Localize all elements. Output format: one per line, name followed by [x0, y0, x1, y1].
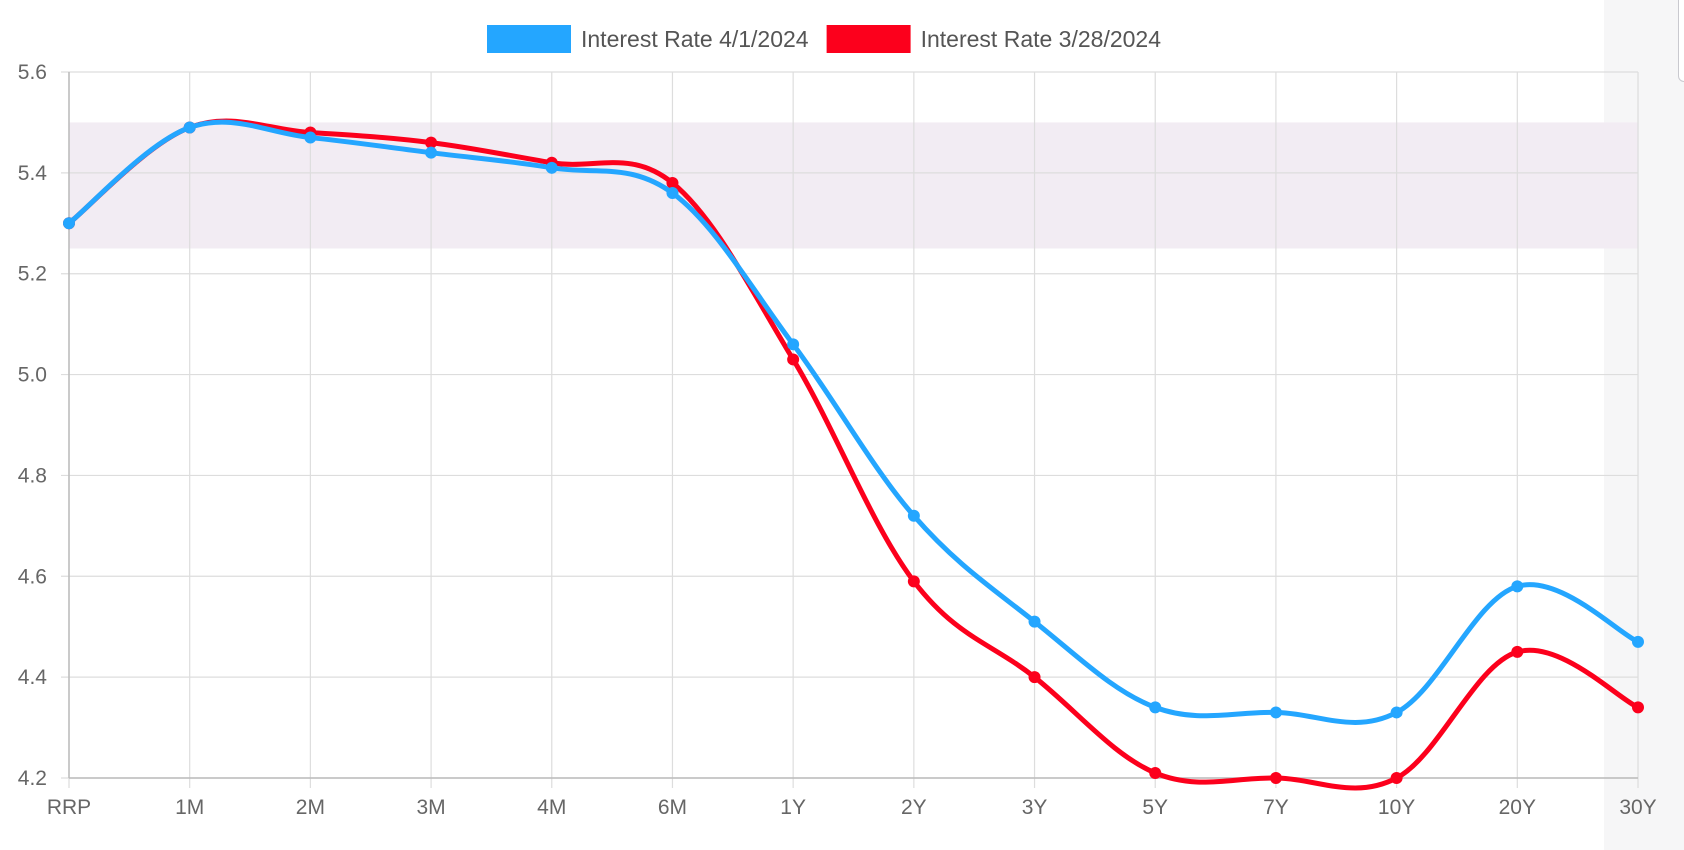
data-point-series-2[interactable]	[1632, 701, 1644, 714]
y-tick-label: 4.8	[18, 464, 47, 487]
series-layer	[63, 118, 1644, 791]
data-point-series-1[interactable]	[1028, 615, 1041, 628]
x-tick-label: 3M	[416, 796, 445, 819]
data-point-series-2[interactable]	[787, 353, 800, 366]
y-tick-label: 4.4	[18, 666, 48, 689]
data-point-series-1[interactable]	[545, 161, 558, 174]
x-tick-label: 1M	[175, 796, 204, 819]
data-point-series-2[interactable]	[425, 136, 438, 149]
x-tick-label: 20Y	[1499, 796, 1536, 819]
data-point-series-1[interactable]	[183, 121, 196, 134]
data-point-series-2[interactable]	[1269, 772, 1282, 784]
x-tick-label: 2M	[296, 796, 325, 819]
data-point-series-1[interactable]	[425, 146, 438, 159]
legend-swatch-2[interactable]	[826, 25, 911, 53]
data-point-series-1[interactable]	[1632, 635, 1644, 648]
target-range-band	[69, 122, 1638, 249]
y-tick-label: 4.2	[18, 767, 47, 790]
x-tick-label: 6M	[658, 796, 687, 819]
axis-layer: 4.2 4.4 4.6 4.8 5.0 5.2 5.4 5.6 RRP 1M 2M 3M 4M 6M 1Y 2…	[18, 61, 1657, 819]
x-tick-label: 3Y	[1022, 796, 1048, 819]
data-point-series-2[interactable]	[666, 176, 679, 189]
data-point-series-2[interactable]	[1511, 645, 1524, 658]
legend[interactable]: Interest Rate 4/1/2024 Interest Rate 3/28…	[487, 25, 1161, 53]
data-point-series-1[interactable]	[787, 338, 800, 351]
data-point-series-1[interactable]	[907, 509, 920, 522]
data-point-series-1[interactable]	[1390, 706, 1403, 719]
data-point-series-1[interactable]	[1511, 580, 1524, 593]
y-tick-label: 4.6	[18, 565, 47, 588]
y-tick-label: 5.6	[18, 61, 47, 84]
x-tick-label: 1Y	[780, 796, 806, 819]
data-point-series-1[interactable]	[1269, 706, 1282, 719]
legend-label-1[interactable]: Interest Rate 4/1/2024	[581, 26, 809, 52]
data-point-series-2[interactable]	[1028, 671, 1041, 684]
legend-label-2[interactable]: Interest Rate 3/28/2024	[921, 26, 1162, 52]
x-tick-label: 4M	[537, 796, 566, 819]
legend-swatch-1[interactable]	[487, 25, 571, 53]
x-tick-label: 2Y	[901, 796, 927, 819]
x-tick-label: RRP	[47, 796, 91, 819]
y-tick-label: 5.2	[18, 263, 47, 286]
corner-widget[interactable]	[1678, 0, 1684, 82]
y-tick-label: 5.0	[18, 364, 47, 387]
x-tick-label: 10Y	[1378, 796, 1415, 819]
data-point-series-1[interactable]	[304, 131, 317, 144]
data-point-series-2[interactable]	[1149, 766, 1162, 779]
x-tick-label: 30Y	[1619, 796, 1656, 819]
data-point-series-2[interactable]	[907, 575, 920, 588]
data-point-series-1[interactable]	[666, 187, 679, 200]
data-point-series-1[interactable]	[1149, 701, 1162, 714]
x-tick-label: 7Y	[1263, 796, 1289, 819]
data-point-series-1[interactable]	[63, 217, 75, 230]
target-range-band-layer	[69, 122, 1638, 249]
data-point-series-2[interactable]	[1390, 772, 1403, 784]
x-tick-label: 5Y	[1142, 796, 1168, 819]
y-tick-label: 5.4	[18, 162, 48, 185]
